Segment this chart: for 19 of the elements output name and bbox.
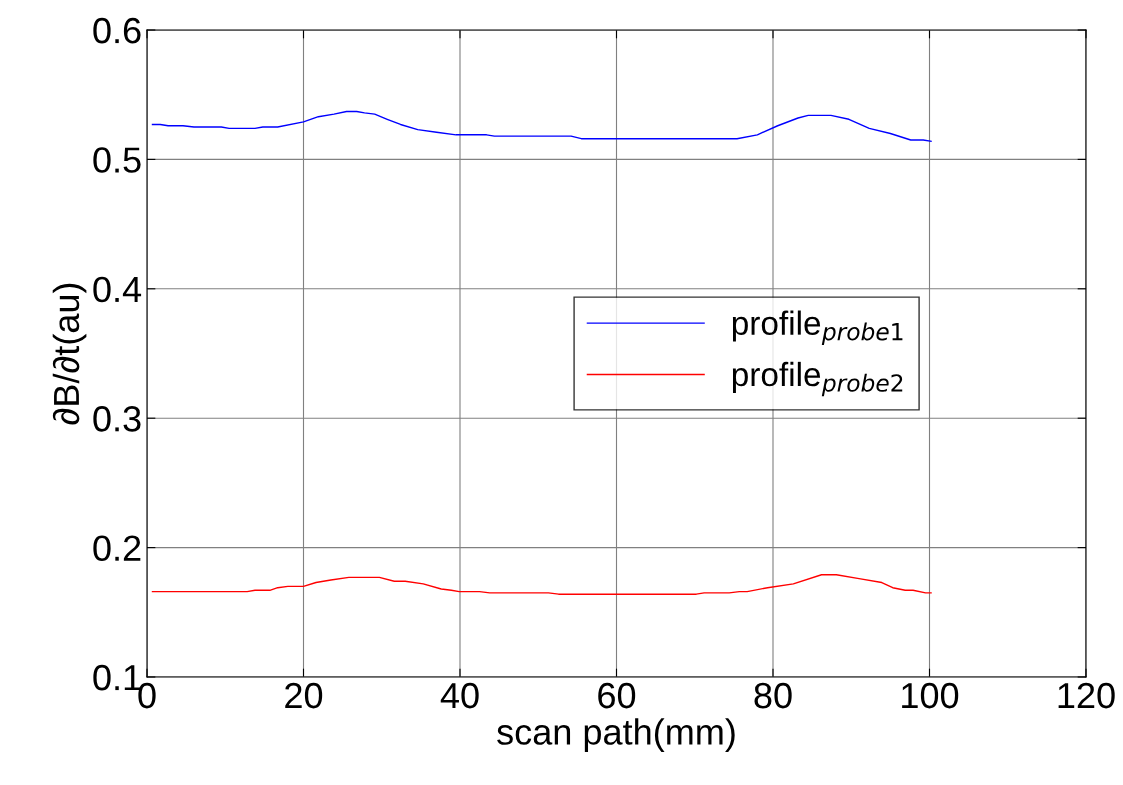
y-tick-label: 0.1	[93, 664, 141, 691]
x-tick-label: 100	[902, 682, 959, 709]
x-tick-label: 120	[1058, 682, 1115, 709]
x-tick-label: 40	[440, 682, 479, 709]
y-axis-title: ∂B/∂t(au)	[52, 283, 87, 425]
legend-label: profile$_{probe2}$	[732, 361, 903, 397]
x-tick-label: 80	[754, 682, 792, 709]
line-series	[151, 574, 932, 595]
x-tick-label: 60	[598, 682, 636, 709]
x-tick-label: 20	[285, 682, 323, 709]
x-axis-title: scan path(mm)	[497, 718, 735, 752]
y-tick-label: 0.5	[93, 147, 141, 173]
x-tick-label: 0	[138, 682, 156, 709]
y-tick-label: 0.4	[93, 276, 142, 303]
y-tick-label: 0.6	[93, 17, 141, 44]
y-tick-label: 0.3	[93, 406, 141, 432]
line-series	[151, 110, 932, 142]
legend-label: profile$_{probe1}$	[732, 310, 903, 345]
y-tick-label: 0.2	[93, 535, 141, 562]
